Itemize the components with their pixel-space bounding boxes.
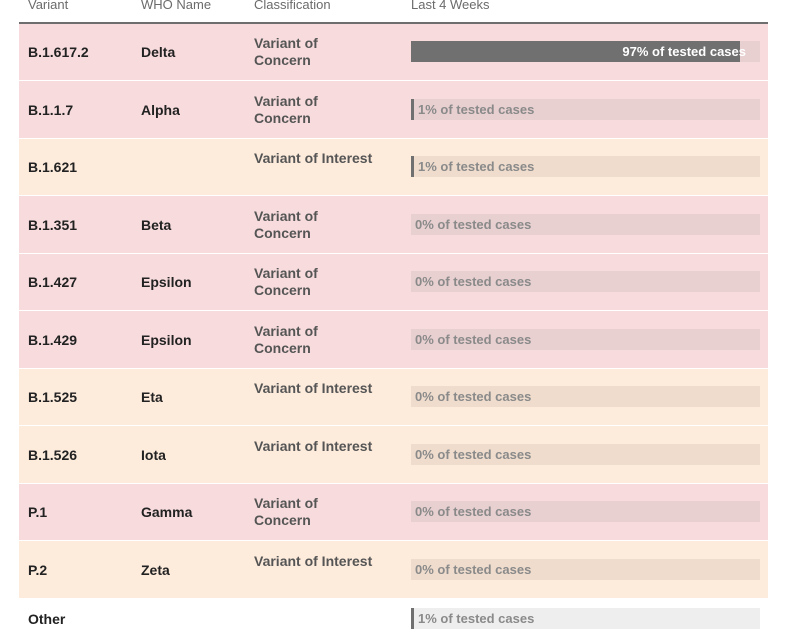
table-row: P.1 Gamma Variant of Concern 0% of tested c… bbox=[19, 484, 768, 541]
share-label: 0% of tested cases bbox=[415, 389, 532, 404]
header-last-4-weeks: Last 4 Weeks bbox=[411, 0, 490, 12]
share-bar-track: 1% of tested cases bbox=[411, 608, 760, 629]
share-label: 1% of tested cases bbox=[418, 611, 535, 626]
classification-cell: Variant of Interest bbox=[254, 438, 373, 454]
share-bar-fill bbox=[411, 156, 415, 177]
share-bar-fill bbox=[411, 608, 415, 629]
table-row: Other 1% of tested cases bbox=[19, 599, 768, 640]
variant-cell: B.1.429 bbox=[28, 332, 78, 348]
classification-cell: Variant of Concern bbox=[254, 265, 318, 298]
classification-cell: Variant of Interest bbox=[254, 553, 373, 569]
classification-cell: Variant of Interest bbox=[254, 380, 373, 396]
variant-cell: P.2 bbox=[28, 562, 48, 578]
who-name-cell: Epsilon bbox=[141, 274, 192, 290]
share-label: 0% of tested cases bbox=[415, 504, 532, 519]
share-label: 1% of tested cases bbox=[418, 102, 535, 117]
share-bar-track: 0% of tested cases bbox=[411, 214, 760, 235]
share-bar-track: 0% of tested cases bbox=[411, 271, 760, 292]
table-row: B.1.621 Variant of Interest 1% of tested c… bbox=[19, 139, 768, 196]
table-body: B.1.617.2 Delta Variant of Concern 97% of t… bbox=[19, 24, 768, 640]
variant-cell: Other bbox=[28, 611, 66, 627]
share-bar-track: 0% of tested cases bbox=[411, 329, 760, 350]
table-header: Variant WHO Name Classification Last 4 W… bbox=[19, 0, 768, 24]
share-label: 0% of tested cases bbox=[415, 274, 532, 289]
who-name-cell: Alpha bbox=[141, 102, 180, 118]
variants-table: Variant WHO Name Classification Last 4 W… bbox=[19, 0, 768, 640]
table-row: B.1.351 Beta Variant of Concern 0% of teste… bbox=[19, 196, 768, 254]
variant-cell: P.1 bbox=[28, 504, 48, 520]
who-name-cell: Delta bbox=[141, 44, 176, 60]
share-bar-track: 0% of tested cases bbox=[411, 501, 760, 522]
classification-cell: Variant of Concern bbox=[254, 208, 318, 241]
share-label: 97% of tested cases bbox=[622, 44, 746, 59]
table-row: B.1.1.7 Alpha Variant of Concern 1% of test… bbox=[19, 81, 768, 139]
share-label: 0% of tested cases bbox=[415, 562, 532, 577]
share-label: 0% of tested cases bbox=[415, 217, 532, 232]
classification-cell: Variant of Interest bbox=[254, 150, 373, 166]
table-row: P.2 Zeta Variant of Interest 0% of tested c… bbox=[19, 541, 768, 599]
share-bar-track: 97% of tested cases bbox=[411, 41, 760, 62]
variant-cell: B.1.621 bbox=[28, 159, 78, 175]
share-bar-track: 0% of tested cases bbox=[411, 559, 760, 580]
variant-cell: B.1.1.7 bbox=[28, 102, 74, 118]
variant-cell: B.1.525 bbox=[28, 389, 78, 405]
classification-cell: Variant of Concern bbox=[254, 495, 318, 528]
who-name-cell: Gamma bbox=[141, 504, 193, 520]
who-name-cell: Zeta bbox=[141, 562, 170, 578]
header-variant: Variant bbox=[28, 0, 69, 12]
variant-cell: B.1.617.2 bbox=[28, 44, 89, 60]
who-name-cell: Eta bbox=[141, 389, 163, 405]
share-label: 1% of tested cases bbox=[418, 159, 535, 174]
share-bar-track: 0% of tested cases bbox=[411, 444, 760, 465]
classification-cell: Variant of Concern bbox=[254, 35, 318, 68]
who-name-cell: Epsilon bbox=[141, 332, 192, 348]
table-row: B.1.429 Epsilon Variant of Concern 0% of te… bbox=[19, 311, 768, 369]
share-bar-fill bbox=[411, 41, 740, 62]
header-classification: Classification bbox=[254, 0, 331, 12]
share-bar-fill bbox=[411, 99, 415, 120]
table-row: B.1.525 Eta Variant of Interest 0% of teste… bbox=[19, 369, 768, 426]
who-name-cell: Beta bbox=[141, 217, 172, 233]
classification-cell: Variant of Concern bbox=[254, 323, 318, 356]
share-bar-track: 0% of tested cases bbox=[411, 386, 760, 407]
who-name-cell: Iota bbox=[141, 447, 166, 463]
share-bar-track: 1% of tested cases bbox=[411, 99, 760, 120]
variant-cell: B.1.351 bbox=[28, 217, 78, 233]
table-row: B.1.617.2 Delta Variant of Concern 97% of t… bbox=[19, 24, 768, 81]
variant-cell: B.1.427 bbox=[28, 274, 78, 290]
variant-cell: B.1.526 bbox=[28, 447, 78, 463]
table-row: B.1.526 Iota Variant of Interest 0% of test… bbox=[19, 426, 768, 484]
header-who-name: WHO Name bbox=[141, 0, 212, 12]
share-bar-track: 1% of tested cases bbox=[411, 156, 760, 177]
share-label: 0% of tested cases bbox=[415, 332, 532, 347]
table-row: B.1.427 Epsilon Variant of Concern 0% of te… bbox=[19, 254, 768, 311]
classification-cell: Variant of Concern bbox=[254, 93, 318, 126]
share-label: 0% of tested cases bbox=[415, 447, 532, 462]
